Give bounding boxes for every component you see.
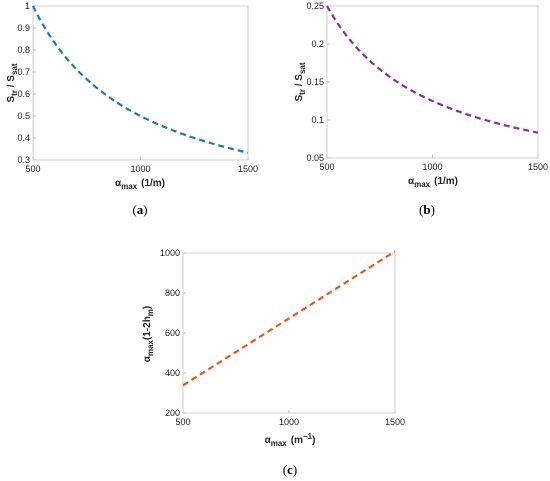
y-tick-label-a: 0.4 — [17, 133, 30, 143]
y-tick-label-b: 0.2 — [311, 39, 324, 49]
y-axis-label-c: αmax(1-2hm) — [142, 306, 155, 363]
y-ticks-c: 200 400 600 800 1000 — [160, 248, 186, 418]
series-line-b — [326, 5, 539, 134]
y-tick-label-a: 0.8 — [17, 45, 30, 55]
panel-caption-c: (c) — [283, 462, 297, 477]
y-ticks-a: 0.3 0.4 0.5 0.6 0.7 0.8 0.9 1 — [17, 1, 36, 165]
x-tick-label-b: 1000 — [422, 162, 442, 172]
x-axis-label-b: αmax (1/m) — [408, 176, 458, 189]
x-ticks-b: 500 1000 1500 — [319, 155, 548, 172]
x-tick-label-a: 1000 — [130, 164, 150, 174]
panel-caption-b: (b) — [419, 202, 435, 217]
x-tick-label-b: 1500 — [528, 162, 548, 172]
y-axis-label-a: Str / Ssat — [6, 63, 19, 102]
chart-panel-b: 0.05 0.1 0.15 0.2 0.25 500 1000 1500 αmax (1/m)… — [294, 1, 548, 217]
chart-panel-c: 200 400 600 800 1000 500 1000 1500 αmax (m−1) α… — [142, 248, 405, 477]
plot-frame-c — [182, 252, 396, 414]
x-tick-label-c: 1000 — [279, 417, 299, 427]
y-tick-label-c: 600 — [165, 328, 180, 338]
y-tick-label-a: 0.6 — [17, 89, 30, 99]
x-tick-label-a: 1500 — [238, 164, 258, 174]
y-tick-label-b: 0.15 — [306, 77, 324, 87]
x-ticks-c: 500 1000 1500 — [175, 410, 405, 427]
y-tick-label-a: 1 — [25, 1, 30, 11]
y-tick-label-a: 0.5 — [17, 111, 30, 121]
y-tick-label-c: 1000 — [160, 248, 180, 258]
chart-panel-a: 0.3 0.4 0.5 0.6 0.7 0.8 0.9 1 500 1000 1500 αmax(… — [6, 1, 258, 217]
x-axis-label-a: αmax (1/m) — [115, 178, 165, 191]
y-tick-label-a: 0.3 — [17, 155, 30, 165]
y-tick-label-a: 0.9 — [17, 23, 30, 33]
x-ticks-a: 500 1000 1500 — [25, 157, 258, 174]
x-axis-label-c: αmax (m−1) — [265, 432, 316, 448]
y-tick-label-c: 400 — [165, 368, 180, 378]
y-tick-label-a: 0.7 — [17, 67, 30, 77]
y-tick-label-b: 0.25 — [306, 1, 324, 11]
panel-caption-a: (a) — [132, 202, 147, 217]
y-tick-label-b: 0.05 — [306, 153, 324, 163]
plot-frame-b — [326, 5, 539, 159]
x-tick-label-c: 1500 — [385, 417, 405, 427]
plot-frame-a — [32, 5, 249, 161]
y-tick-label-c: 200 — [165, 408, 180, 418]
y-ticks-b: 0.05 0.1 0.15 0.2 0.25 — [306, 1, 330, 163]
x-tick-label-a: 500 — [25, 164, 40, 174]
y-tick-label-c: 800 — [165, 288, 180, 298]
y-axis-label-b: Str / Ssat — [294, 62, 307, 101]
series-line-c — [182, 250, 396, 387]
x-tick-label-b: 500 — [319, 162, 334, 172]
y-tick-label-b: 0.1 — [311, 115, 324, 125]
series-line-a — [32, 5, 249, 154]
x-tick-label-c: 500 — [175, 417, 190, 427]
